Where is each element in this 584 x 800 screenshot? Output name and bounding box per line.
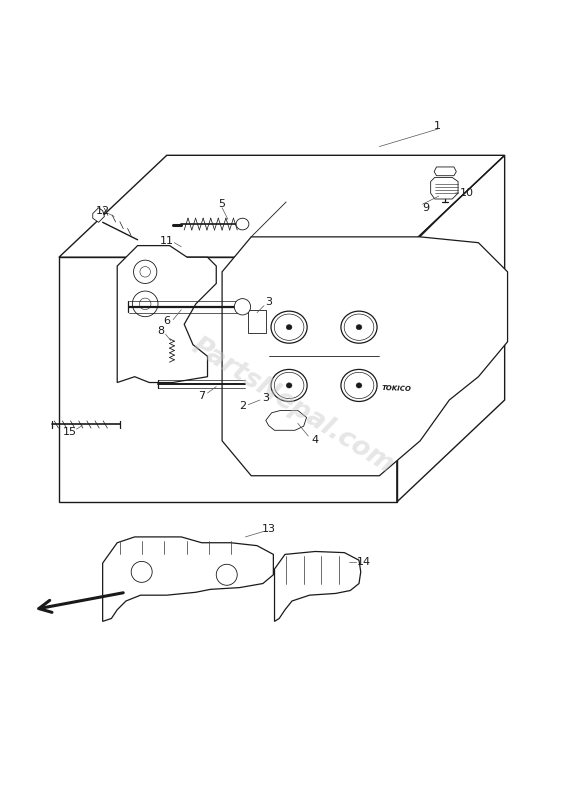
Text: 6: 6 [164, 316, 171, 326]
Text: TOKICO: TOKICO [382, 385, 412, 392]
Ellipse shape [286, 325, 292, 330]
Text: 15: 15 [62, 427, 77, 437]
Ellipse shape [356, 383, 362, 388]
Polygon shape [274, 551, 361, 622]
Polygon shape [430, 178, 458, 199]
Text: 13: 13 [262, 524, 276, 534]
Polygon shape [222, 237, 507, 476]
Polygon shape [103, 537, 273, 622]
Text: 12: 12 [96, 206, 110, 216]
Text: 8: 8 [157, 326, 165, 336]
Polygon shape [266, 410, 307, 430]
Text: PartsNepal.com: PartsNepal.com [186, 333, 398, 478]
Text: 3: 3 [262, 393, 269, 402]
Polygon shape [434, 167, 456, 176]
Text: 1: 1 [434, 121, 441, 131]
Ellipse shape [356, 325, 362, 330]
Text: 4: 4 [312, 434, 319, 445]
Text: 11: 11 [160, 236, 173, 246]
Polygon shape [248, 310, 266, 333]
Circle shape [131, 562, 152, 582]
Ellipse shape [234, 298, 251, 315]
Ellipse shape [271, 370, 307, 402]
Circle shape [216, 564, 237, 586]
Ellipse shape [341, 370, 377, 402]
Circle shape [133, 291, 158, 317]
Text: 3: 3 [265, 297, 272, 307]
Polygon shape [117, 246, 216, 382]
Ellipse shape [236, 218, 249, 230]
Text: 14: 14 [357, 557, 371, 567]
Ellipse shape [286, 383, 292, 388]
Text: 10: 10 [460, 187, 474, 198]
Circle shape [134, 260, 157, 283]
Text: 2: 2 [239, 401, 246, 411]
Ellipse shape [271, 311, 307, 343]
Text: 5: 5 [218, 199, 225, 210]
Text: 7: 7 [198, 391, 205, 401]
Polygon shape [93, 208, 105, 222]
Ellipse shape [341, 311, 377, 343]
Text: 9: 9 [422, 202, 430, 213]
